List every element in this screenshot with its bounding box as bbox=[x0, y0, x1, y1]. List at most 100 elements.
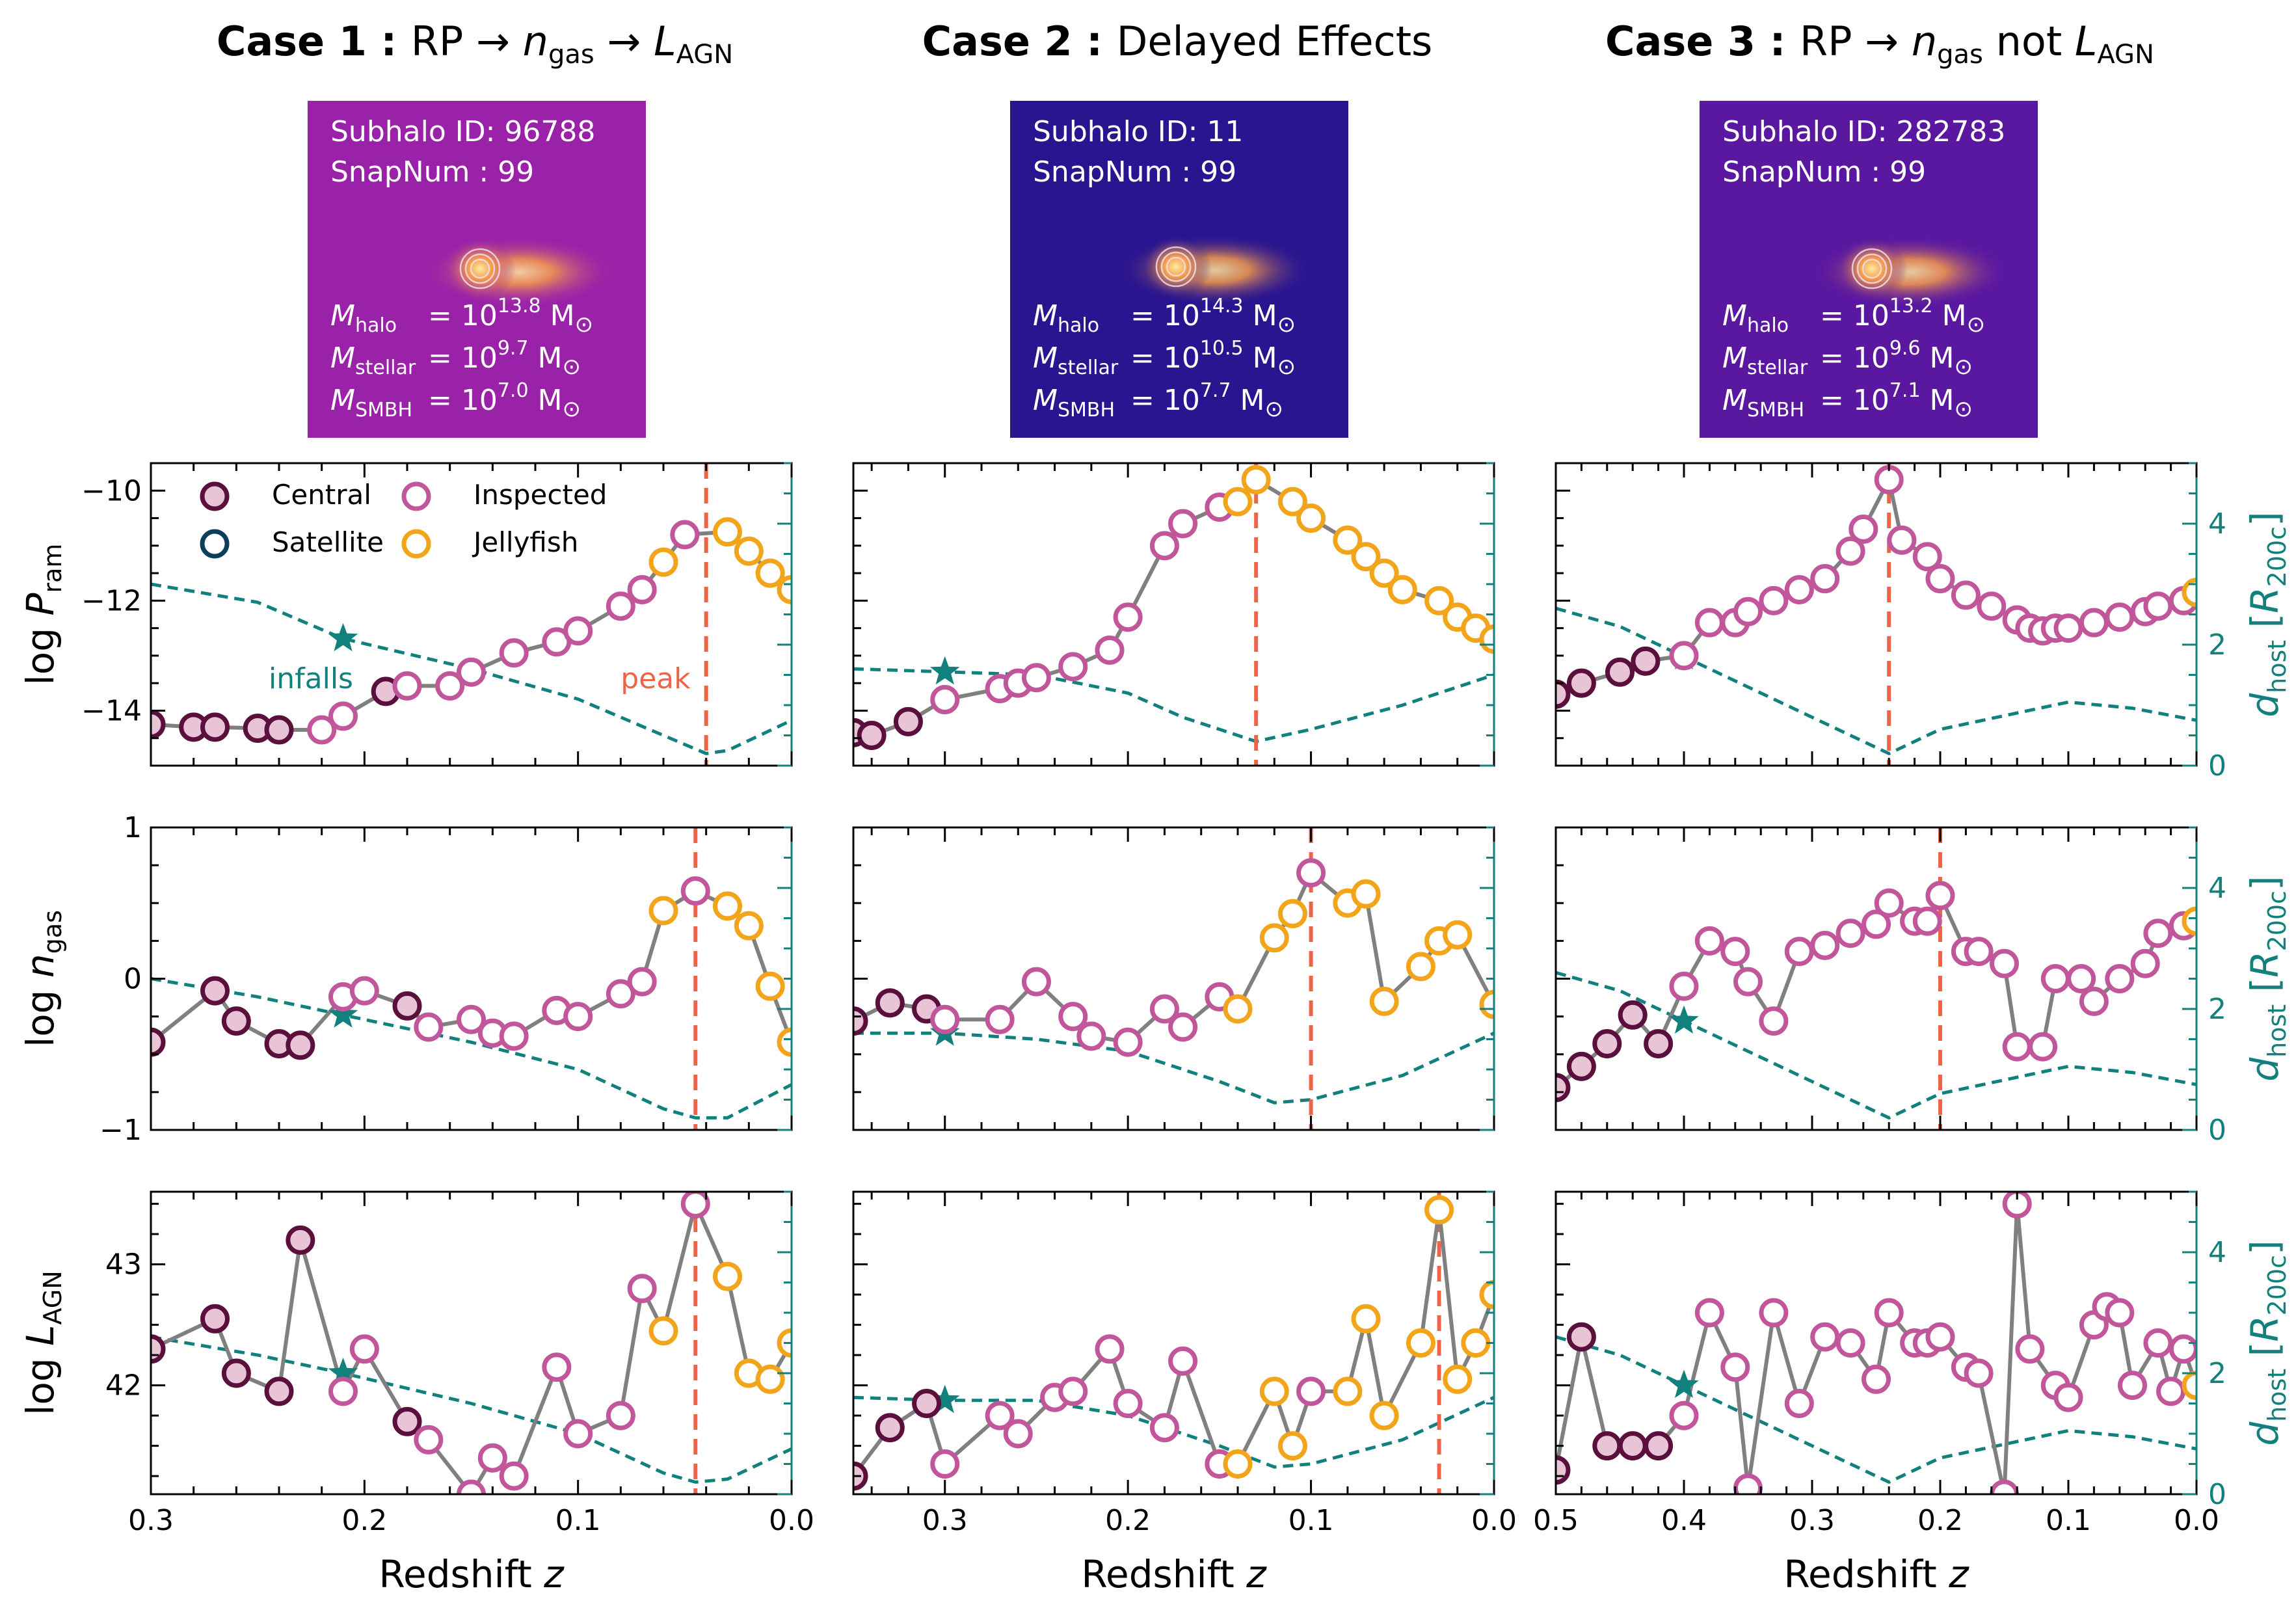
data-point-inspected bbox=[1810, 564, 1840, 594]
data-point-jellyfish bbox=[755, 1364, 785, 1394]
data-point-central bbox=[1605, 657, 1635, 687]
legend-label-satellite: Satellite bbox=[272, 526, 384, 558]
data-point-inspected bbox=[563, 1419, 593, 1449]
data-point-jellyfish bbox=[755, 971, 785, 1001]
subhalo-panel-1: Subhalo ID: 96788 SnapNum : 99 Mhalo = 1013… bbox=[308, 101, 646, 438]
data-point-inspected bbox=[985, 1401, 1015, 1430]
data-point-inspected bbox=[1296, 1376, 1326, 1406]
data-point-jellyfish bbox=[648, 547, 678, 577]
data-point-inspected bbox=[1720, 937, 1750, 967]
legend-marker-central bbox=[200, 481, 230, 511]
data-point-inspected bbox=[1835, 536, 1865, 566]
data-line bbox=[151, 530, 792, 732]
data-point-inspected bbox=[1759, 1298, 1789, 1328]
mass-value-stellar: = 1010.5 M⊙ bbox=[1130, 337, 1296, 380]
subhalo-panel-3: Subhalo ID: 282783 SnapNum : 99 Mhalo = 101… bbox=[1700, 101, 2038, 438]
data-point-central bbox=[221, 1358, 251, 1388]
right-y-tick-label: 2 bbox=[2208, 628, 2226, 662]
data-point-inspected bbox=[1058, 652, 1088, 682]
data-point-inspected bbox=[1076, 1021, 1106, 1051]
x-tick-label: 0.2 bbox=[1105, 1504, 1151, 1537]
data-point-inspected bbox=[1669, 1401, 1699, 1430]
data-point-inspected bbox=[2130, 948, 2160, 978]
legend-marker-jellyfish bbox=[401, 529, 431, 559]
data-point-central bbox=[1644, 1431, 1674, 1461]
infall-star-marker bbox=[1669, 1005, 1699, 1034]
y-tick-label: 43 bbox=[105, 1248, 142, 1281]
data-point-central bbox=[1618, 1431, 1648, 1461]
data-point-inspected bbox=[1874, 888, 1904, 918]
data-point-jellyfish bbox=[734, 911, 764, 941]
galaxy-glow bbox=[444, 237, 516, 300]
data-point-inspected bbox=[1849, 514, 1878, 544]
data-point-inspected bbox=[1977, 591, 2007, 621]
mass-value-SMBH: = 107.0 M⊙ bbox=[428, 379, 581, 422]
data-point-jellyfish bbox=[2182, 906, 2196, 936]
data-point-inspected bbox=[1694, 1298, 1724, 1328]
data-point-inspected bbox=[627, 1274, 657, 1304]
mass-label-halo: Mhalo bbox=[1722, 299, 1789, 337]
data-point-inspected bbox=[1669, 971, 1699, 1001]
data-point-inspected bbox=[1058, 1002, 1088, 1032]
data-point-jellyfish bbox=[1277, 1431, 1307, 1461]
data-point-jellyfish bbox=[1479, 989, 1494, 1019]
data-point-inspected bbox=[2053, 1382, 2083, 1412]
data-point-inspected bbox=[1810, 930, 1840, 960]
data-point-inspected bbox=[1720, 1352, 1750, 1382]
data-point-inspected bbox=[2105, 1298, 2135, 1328]
data-point-inspected bbox=[2079, 608, 2109, 637]
mass-value-SMBH: = 107.1 M⊙ bbox=[1820, 379, 1973, 422]
data-point-inspected bbox=[1810, 1322, 1840, 1352]
data-point-jellyfish bbox=[1387, 574, 1417, 604]
data-point-inspected bbox=[477, 1443, 507, 1473]
data-point-jellyfish bbox=[1443, 920, 1473, 950]
data-point-jellyfish bbox=[1296, 503, 1326, 533]
galaxy-contour bbox=[1166, 256, 1186, 277]
galaxy-glow bbox=[1140, 235, 1212, 298]
data-point-central bbox=[1592, 1431, 1622, 1461]
subhalo-id-label: Subhalo ID: 96788 bbox=[330, 115, 595, 148]
data-point-inspected bbox=[563, 616, 593, 646]
data-point-inspected bbox=[328, 701, 358, 731]
data-point-central bbox=[857, 721, 887, 750]
data-point-inspected bbox=[1862, 909, 1891, 939]
data-point-jellyfish bbox=[1369, 986, 1399, 1016]
data-point-inspected bbox=[606, 1401, 635, 1430]
data-point-inspected bbox=[2040, 964, 2070, 993]
data-point-jellyfish bbox=[755, 558, 785, 588]
data-point-inspected bbox=[457, 657, 486, 687]
infall-star-marker bbox=[328, 999, 358, 1028]
data-point-inspected bbox=[670, 520, 700, 550]
data-point-inspected bbox=[2002, 1032, 2032, 1062]
data-point-jellyfish bbox=[1351, 1304, 1381, 1334]
mass-value-halo: = 1014.3 M⊙ bbox=[1130, 295, 1296, 338]
data-point-jellyfish bbox=[1223, 487, 1253, 517]
case-title-3: Case 3 : RP → ngas not LAGN bbox=[1605, 18, 2154, 70]
x-tick-label: 0.3 bbox=[922, 1504, 968, 1537]
panel-case1-ngas: −1 0 1 log ngas bbox=[18, 811, 793, 1147]
case-title-2: Case 2 : Delayed Effects bbox=[922, 18, 1433, 65]
data-point-jellyfish bbox=[2182, 578, 2196, 608]
case-title-1: Case 1 : RP → ngas → LAGN bbox=[217, 18, 733, 70]
mass-label-stellar: Mstellar bbox=[1722, 342, 1808, 379]
data-point-inspected bbox=[1964, 1358, 1994, 1388]
infall-star-marker bbox=[929, 1384, 960, 1414]
data-point-jellyfish bbox=[1369, 558, 1399, 588]
data-point-central bbox=[1566, 1322, 1596, 1352]
data-point-inspected bbox=[457, 1479, 486, 1494]
dhost-curve bbox=[151, 977, 792, 1120]
snapnum-label: SnapNum : 99 bbox=[1033, 155, 1236, 189]
panel-case1-pram: −14 −12 −10 log Pram bbox=[18, 462, 793, 767]
panel-case3-lagn: 0.5 0.4 0.3 0.2 0.1 0.00 2 4 dhost [R200c] bbox=[1533, 1190, 2291, 1537]
data-point-inspected bbox=[457, 1004, 486, 1034]
legend: Central Satellite Inspected Jellyfish bbox=[200, 479, 607, 559]
data-point-inspected bbox=[930, 685, 960, 715]
data-point-central bbox=[1556, 679, 1571, 709]
data-point-inspected bbox=[1733, 597, 1763, 626]
dhost-curve bbox=[853, 1395, 1494, 1469]
galaxy-glow bbox=[1836, 237, 1908, 300]
data-point-jellyfish bbox=[734, 536, 764, 566]
data-point-inspected bbox=[307, 715, 337, 745]
dhost-curve bbox=[151, 582, 792, 755]
